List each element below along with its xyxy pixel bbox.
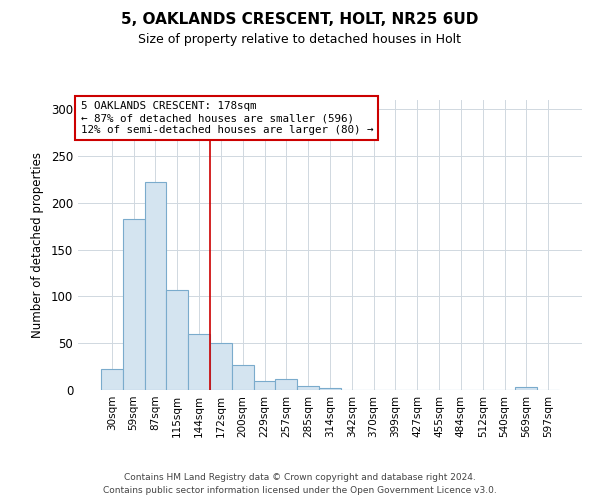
Bar [210, 343, 232, 390]
Text: Contains HM Land Registry data © Crown copyright and database right 2024.: Contains HM Land Registry data © Crown c… [124, 472, 476, 482]
Bar [123, 219, 145, 390]
Bar [515, 387, 537, 390]
Bar [275, 379, 297, 390]
Bar [188, 334, 210, 390]
Y-axis label: Number of detached properties: Number of detached properties [31, 152, 44, 338]
Bar [254, 380, 275, 390]
Bar [166, 290, 188, 390]
Bar [319, 388, 341, 390]
Text: Contains public sector information licensed under the Open Government Licence v3: Contains public sector information licen… [103, 486, 497, 495]
Bar [145, 182, 166, 390]
Bar [232, 364, 254, 390]
Bar [297, 386, 319, 390]
Text: Size of property relative to detached houses in Holt: Size of property relative to detached ho… [139, 32, 461, 46]
Text: 5 OAKLANDS CRESCENT: 178sqm
← 87% of detached houses are smaller (596)
12% of se: 5 OAKLANDS CRESCENT: 178sqm ← 87% of det… [80, 102, 373, 134]
Bar [101, 370, 123, 390]
Text: 5, OAKLANDS CRESCENT, HOLT, NR25 6UD: 5, OAKLANDS CRESCENT, HOLT, NR25 6UD [121, 12, 479, 28]
